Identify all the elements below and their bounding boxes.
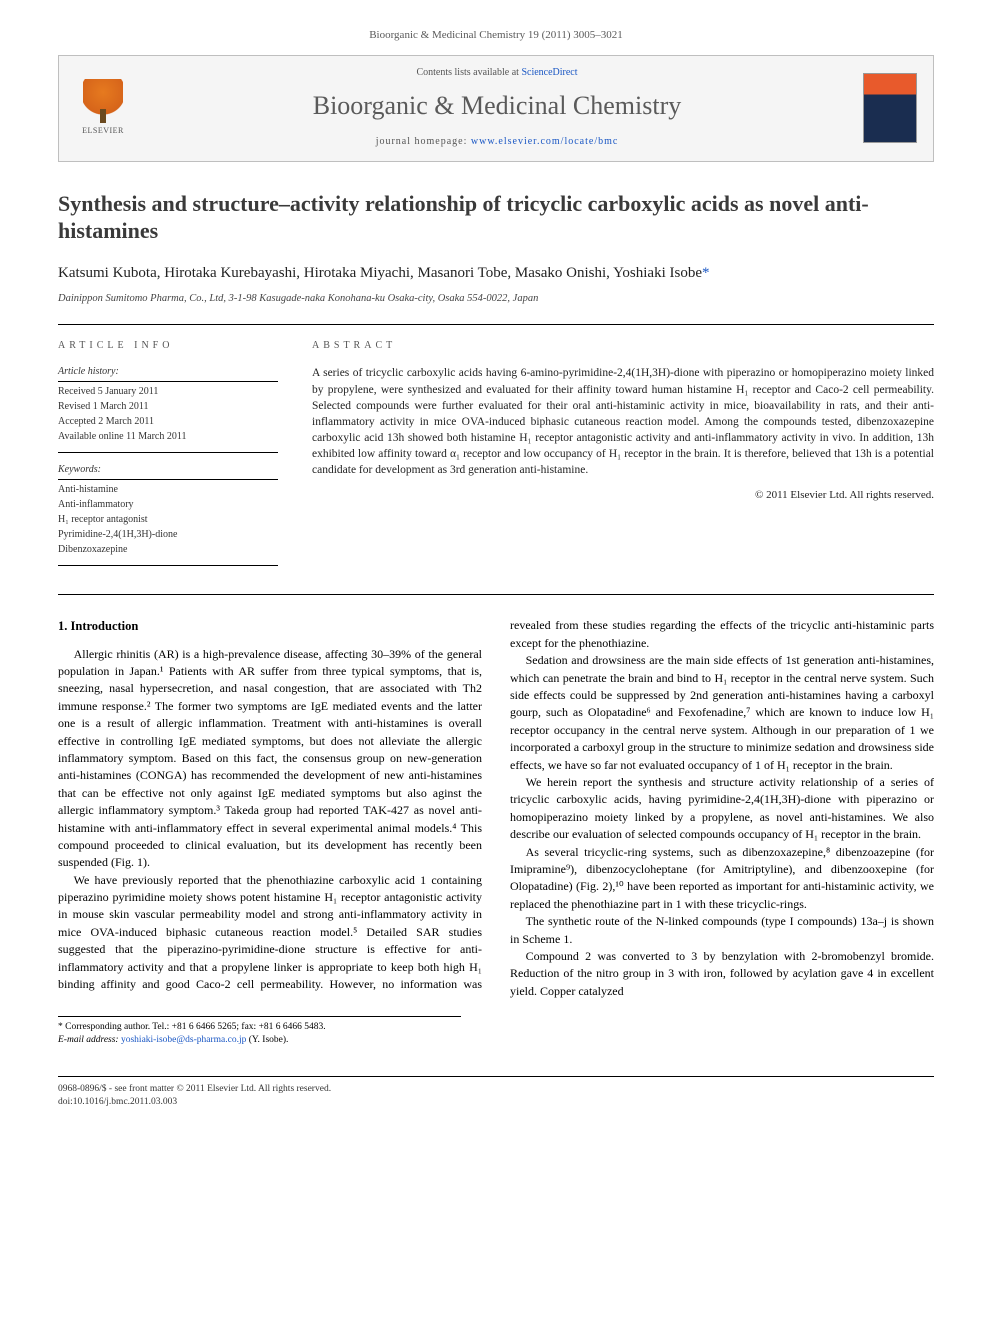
abstract-text: A series of tricyclic carboxylic acids h… <box>312 365 934 478</box>
elsevier-tree-icon <box>83 79 123 123</box>
keyword: Anti-histamine <box>58 482 278 497</box>
footer-issn: 0968-0896/$ - see front matter © 2011 El… <box>58 1083 331 1096</box>
keyword: Pyrimidine-2,4(1H,3H)-dione <box>58 527 278 542</box>
history-line: Available online 11 March 2011 <box>58 429 278 444</box>
keywords-block: Keywords: Anti-histamine Anti-inflammato… <box>58 463 278 566</box>
header-center: Contents lists available at ScienceDirec… <box>149 66 845 148</box>
elsevier-logo: ELSEVIER <box>75 76 131 140</box>
article-info-heading: ARTICLE INFO <box>58 339 278 353</box>
homepage-link[interactable]: www.elsevier.com/locate/bmc <box>471 136 618 147</box>
corresponding-marker: * <box>702 265 710 281</box>
abstract-column: ABSTRACT A series of tricyclic carboxyli… <box>312 339 934 576</box>
footer-left: 0968-0896/$ - see front matter © 2011 El… <box>58 1083 331 1110</box>
homepage-line: journal homepage: www.elsevier.com/locat… <box>149 135 845 149</box>
keyword: Dibenzoxazepine <box>58 542 278 557</box>
body-columns: 1. Introduction Allergic rhinitis (AR) i… <box>58 617 934 1000</box>
corr-name: (Y. Isobe). <box>249 1035 289 1045</box>
abstract-heading: ABSTRACT <box>312 339 934 353</box>
article-title: Synthesis and structure–activity relatio… <box>58 190 934 245</box>
footer-doi: doi:10.1016/j.bmc.2011.03.003 <box>58 1096 331 1109</box>
body-paragraph: As several tricyclic-ring systems, such … <box>510 844 934 914</box>
body-paragraph: Allergic rhinitis (AR) is a high-prevale… <box>58 646 482 872</box>
contents-prefix: Contents lists available at <box>416 67 521 78</box>
body-paragraph: Sedation and drowsiness are the main sid… <box>510 652 934 774</box>
keywords-label: Keywords: <box>58 463 278 480</box>
corr-tel-fax: * Corresponding author. Tel.: +81 6 6466… <box>58 1021 461 1034</box>
contents-line: Contents lists available at ScienceDirec… <box>149 66 845 80</box>
corr-email-link[interactable]: yoshiaki-isobe@ds-pharma.co.jp <box>121 1035 246 1045</box>
sciencedirect-link[interactable]: ScienceDirect <box>521 67 577 78</box>
keyword: H₁ receptor antagonist <box>58 512 278 527</box>
history-line: Received 5 January 2011 <box>58 384 278 399</box>
separator <box>58 594 934 595</box>
authors-text: Katsumi Kubota, Hirotaka Kurebayashi, Hi… <box>58 265 702 281</box>
affiliation: Dainippon Sumitomo Pharma, Co., Ltd, 3-1… <box>58 292 934 307</box>
body-paragraph: The synthetic route of the N-linked comp… <box>510 913 934 948</box>
journal-reference: Bioorganic & Medicinal Chemistry 19 (201… <box>58 28 934 43</box>
author-list: Katsumi Kubota, Hirotaka Kurebayashi, Hi… <box>58 263 934 284</box>
corresponding-note: * Corresponding author. Tel.: +81 6 6466… <box>58 1016 461 1048</box>
article-history: Article history: Received 5 January 2011… <box>58 365 278 453</box>
info-abstract-row: ARTICLE INFO Article history: Received 5… <box>58 324 934 576</box>
article-info-column: ARTICLE INFO Article history: Received 5… <box>58 339 278 576</box>
keyword: Anti-inflammatory <box>58 497 278 512</box>
elsevier-label: ELSEVIER <box>82 125 124 136</box>
history-label: Article history: <box>58 365 278 382</box>
page-footer: 0968-0896/$ - see front matter © 2011 El… <box>58 1076 934 1110</box>
history-line: Accepted 2 March 2011 <box>58 414 278 429</box>
journal-name: Bioorganic & Medicinal Chemistry <box>149 88 845 124</box>
body-paragraph: Compound 2 was converted to 3 by benzyla… <box>510 948 934 1000</box>
history-line: Revised 1 March 2011 <box>58 399 278 414</box>
abstract-copyright: © 2011 Elsevier Ltd. All rights reserved… <box>312 488 934 503</box>
section-1-heading: 1. Introduction <box>58 617 482 635</box>
homepage-prefix: journal homepage: <box>376 136 471 147</box>
journal-cover-thumb <box>863 73 917 143</box>
email-label: E-mail address: <box>58 1035 119 1045</box>
journal-header: ELSEVIER Contents lists available at Sci… <box>58 55 934 161</box>
body-paragraph: We herein report the synthesis and struc… <box>510 774 934 844</box>
